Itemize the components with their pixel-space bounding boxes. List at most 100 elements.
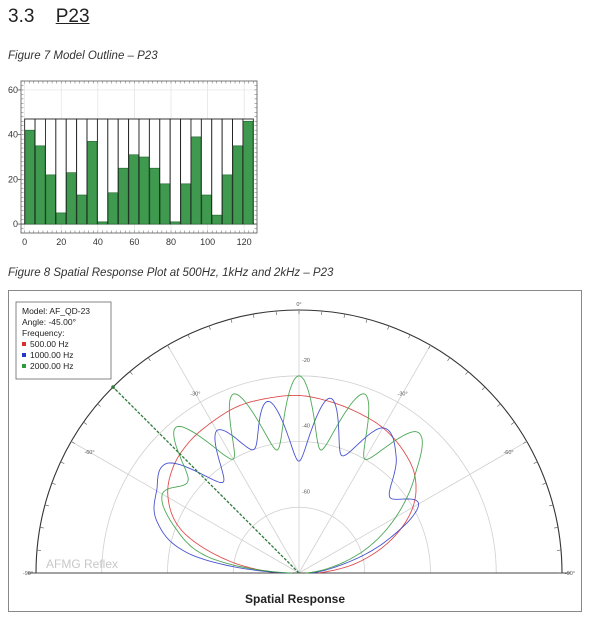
legend-box: Model: AF_QD-23 Angle: -45.00° Frequency…	[15, 301, 112, 380]
arc-tick	[465, 371, 469, 375]
arc-tick	[387, 325, 390, 330]
bar	[56, 212, 67, 225]
legend-swatch-500hz	[22, 342, 26, 346]
response-curve-50000hz	[167, 394, 417, 574]
bar-outline	[169, 118, 182, 225]
x-tick-label: 0	[22, 237, 27, 247]
arc-tick	[343, 313, 345, 318]
response-curve-200000hz	[161, 375, 423, 574]
spatial-response-plot: 0° -30° -30° -60° -60° -90° -90° -20 -40 -60 AFMG…	[8, 290, 582, 612]
x-tick-label: 20	[56, 237, 66, 247]
legend-item-500hz: 500.00 Hz	[30, 339, 69, 349]
arc-tick	[523, 441, 527, 444]
arc-tick	[447, 357, 451, 362]
arc-tick	[510, 421, 515, 425]
response-curve-100000hz	[153, 397, 420, 574]
bar	[45, 174, 56, 225]
arc-tick	[481, 386, 486, 391]
ring-label: -40	[302, 424, 310, 430]
bar	[66, 172, 77, 225]
arc-tick	[554, 527, 559, 529]
arc-tick	[44, 504, 49, 507]
x-tick-label: 100	[200, 237, 215, 247]
arc-tick	[408, 334, 411, 339]
angle-label: -90°	[23, 571, 33, 577]
spatial-response-title: Spatial Response	[245, 592, 345, 606]
arc-tick	[83, 421, 88, 425]
bar	[149, 167, 160, 225]
bar	[76, 194, 87, 225]
figure-7-caption: Figure 7 Model Outline – P23	[8, 50, 158, 62]
arc-tick	[497, 403, 501, 407]
y-tick-label: 20	[8, 174, 18, 184]
y-tick-label: 60	[8, 85, 18, 95]
aim-direction-line	[112, 386, 300, 574]
x-tick-label: 120	[237, 237, 252, 247]
arc-tick	[147, 357, 151, 362]
arc-tick	[51, 482, 56, 485]
legend-swatch-2000hz	[22, 364, 26, 368]
angle-label: -60°	[503, 450, 513, 456]
polar-spoke	[71, 441, 300, 574]
bar	[97, 221, 108, 225]
bar	[128, 154, 139, 225]
y-tick-label: 0	[13, 219, 18, 229]
section-heading: 3.3 P23	[8, 6, 90, 28]
section-title: P23	[55, 6, 90, 27]
arc-tick	[129, 371, 133, 375]
arc-tick	[39, 527, 44, 529]
bar	[232, 145, 243, 225]
arc-tick	[533, 461, 538, 464]
arc-tick	[187, 334, 190, 339]
legend-item-1000hz: 1000.00 Hz	[30, 350, 73, 360]
legend-model: Model: AF_QD-23	[22, 306, 90, 316]
bar	[180, 183, 191, 225]
arc-tick	[549, 504, 554, 507]
x-tick-label: 60	[129, 237, 139, 247]
bar	[211, 214, 222, 225]
arc-tick	[167, 345, 170, 349]
legend-swatch-1000hz	[22, 353, 26, 357]
x-tick-label: 40	[93, 237, 103, 247]
angle-label: 0°	[296, 302, 301, 308]
bar	[201, 194, 212, 225]
section-number: 3.3	[8, 6, 35, 27]
legend-frame	[15, 301, 112, 380]
bar	[159, 183, 170, 225]
aim-marker	[111, 385, 115, 389]
arc-tick	[60, 461, 65, 464]
bar	[191, 136, 202, 225]
afmg-watermark: AFMG Reflex	[46, 557, 118, 571]
angle-label: -30°	[190, 392, 200, 398]
x-tick-label: 80	[166, 237, 176, 247]
y-tick-label: 40	[8, 130, 18, 140]
figure-8-caption: Figure 8 Spatial Response Plot at 500Hz,…	[8, 267, 334, 279]
bar	[118, 167, 129, 225]
legend-item-2000hz: 2000.00 Hz	[30, 361, 73, 371]
bar	[243, 120, 254, 225]
ring-label: -20	[302, 358, 310, 364]
bar-outline	[211, 118, 223, 225]
bar-outline	[55, 118, 67, 225]
bar	[222, 174, 233, 225]
angle-label: -60°	[84, 450, 94, 456]
arc-tick	[253, 313, 255, 318]
bar	[24, 129, 35, 225]
legend-frequency-label: Frequency:	[22, 328, 65, 338]
arc-tick	[365, 318, 368, 323]
arc-tick	[542, 482, 547, 485]
arc-tick	[97, 403, 101, 407]
angle-label: -30°	[398, 392, 408, 398]
arc-tick	[208, 325, 211, 330]
bar-outline	[96, 118, 109, 225]
bar	[87, 141, 98, 225]
bar	[139, 156, 150, 225]
legend-angle: Angle: -45.00°	[22, 317, 76, 327]
bar	[170, 221, 181, 225]
ring-label: -60	[302, 489, 310, 495]
bar	[35, 145, 46, 225]
arc-tick	[428, 345, 431, 349]
arc-tick	[71, 441, 75, 444]
arc-tick	[230, 318, 233, 323]
angle-label: -90°	[565, 571, 575, 577]
